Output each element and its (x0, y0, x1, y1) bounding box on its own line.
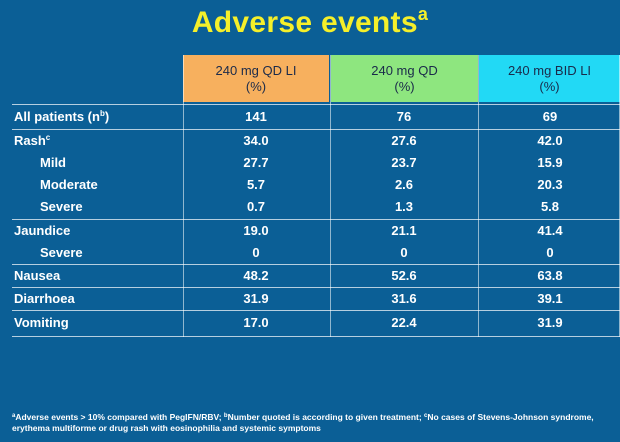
column-header-unit: (%) (245, 78, 267, 94)
column-header-unit: (%) (394, 78, 415, 94)
row-label: Moderate (40, 177, 98, 192)
cell-value: 141 (245, 109, 267, 124)
cell-value: 0 (546, 245, 554, 260)
table-row-nausea: Nausea 48.2 52.6 63.8 (0, 265, 620, 287)
column-header-label: 240 mg QD LI (215, 62, 297, 78)
cell-value: 21.1 (391, 223, 417, 238)
cell-value: 27.6 (391, 133, 417, 148)
slide-title-text: Adverse events (191, 6, 418, 39)
table-row-rash: Rashc 34.0 27.6 42.0 (0, 130, 620, 152)
cell-value: 20.3 (537, 177, 563, 192)
column-header-label: 240 mg BID LI (507, 62, 592, 78)
cell-value: 0 (400, 245, 408, 260)
cell-value: 69 (542, 109, 558, 124)
table-row-rash-severe: Severe 0.7 1.3 5.8 (0, 196, 620, 218)
row-divider (12, 310, 620, 311)
row-label: Rashc (14, 133, 51, 148)
slide-title: Adverse eventsa (0, 4, 620, 40)
cell-value: 76 (396, 109, 412, 124)
row-label: Jaundice (14, 223, 71, 238)
cell-value: 5.8 (540, 199, 560, 214)
cell-value: 31.9 (243, 291, 269, 306)
column-header-qd: 240 mg QD (%) (331, 55, 478, 102)
table-row-diarrhoea: Diarrhoea 31.9 31.6 39.1 (0, 288, 620, 310)
row-divider (12, 264, 620, 265)
row-label: Vomiting (14, 315, 69, 330)
column-header-bid-li: 240 mg BID LI (%) (479, 55, 620, 102)
cell-value: 31.6 (391, 291, 417, 306)
column-divider (330, 55, 331, 337)
column-header-label: 240 mg QD (371, 62, 438, 78)
cell-value: 48.2 (243, 268, 269, 283)
cell-value: 15.9 (537, 155, 563, 170)
cell-value: 39.1 (537, 291, 563, 306)
column-divider (478, 55, 479, 337)
column-header-unit: (%) (539, 78, 560, 94)
cell-value: 19.0 (243, 223, 269, 238)
cell-value: 1.3 (394, 199, 414, 214)
row-label: All patients (nb) (14, 109, 110, 124)
footnote: aAdverse events > 10% compared with PegI… (12, 412, 594, 433)
cell-value: 5.7 (246, 177, 266, 192)
title-footnote-mark: a (417, 4, 429, 24)
cell-value: 0.7 (246, 199, 266, 214)
cell-value: 17.0 (243, 315, 269, 330)
row-divider (12, 129, 620, 130)
cell-value: 31.9 (537, 315, 563, 330)
table-bottom-border (12, 336, 620, 337)
cell-value: 22.4 (391, 315, 417, 330)
row-label: Severe (40, 199, 83, 214)
cell-value: 41.4 (537, 223, 563, 238)
row-divider (12, 219, 620, 220)
cell-value: 27.7 (243, 155, 269, 170)
table-row-rash-mild: Mild 27.7 23.7 15.9 (0, 152, 620, 174)
table-row-rash-moderate: Moderate 5.7 2.6 20.3 (0, 174, 620, 196)
cell-value: 23.7 (391, 155, 417, 170)
row-label: Severe (40, 245, 83, 260)
cell-value: 0 (252, 245, 260, 260)
row-label: Nausea (14, 268, 61, 283)
row-label: Mild (40, 155, 66, 170)
row-label: Diarrhoea (14, 291, 75, 306)
cell-value: 52.6 (391, 268, 417, 283)
table-row-jaundice: Jaundice 19.0 21.1 41.4 (0, 220, 620, 242)
cell-value: 42.0 (537, 133, 563, 148)
column-header-qd-li: 240 mg QD LI (%) (183, 55, 329, 102)
header-divider (12, 104, 620, 105)
cell-value: 34.0 (243, 133, 269, 148)
table-row-vomiting: Vomiting 17.0 22.4 31.9 (0, 312, 620, 334)
column-divider (183, 55, 184, 337)
cell-value: 63.8 (537, 268, 563, 283)
table-row-jaundice-severe: Severe 0 0 0 (0, 242, 620, 264)
cell-value: 2.6 (394, 177, 414, 192)
table-row-all-patients: All patients (nb) 141 76 69 (0, 106, 620, 128)
row-divider (12, 287, 620, 288)
